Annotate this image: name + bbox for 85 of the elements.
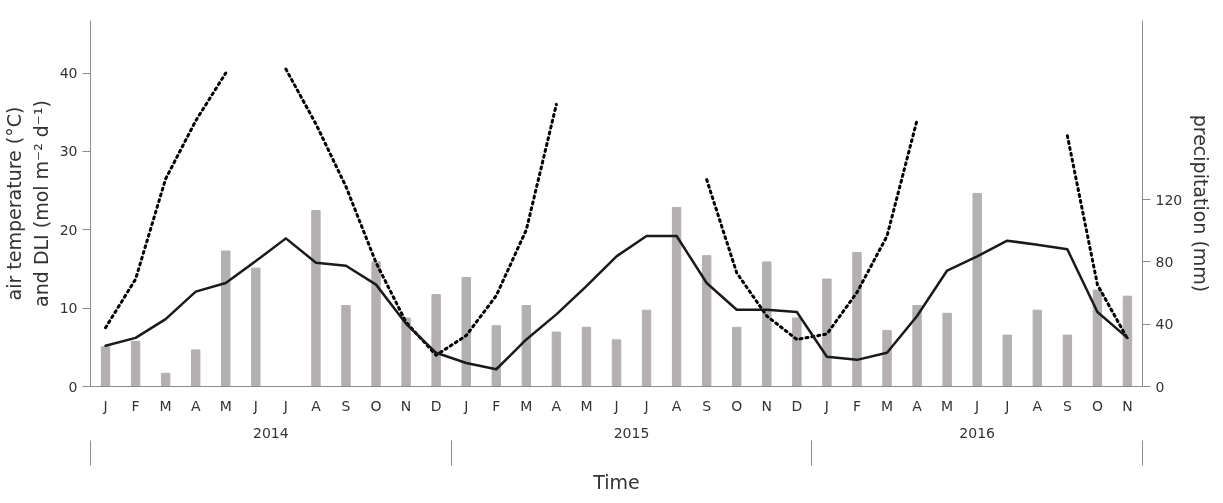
text: 2015: [613, 424, 650, 441]
x-tick-label: A: [1032, 397, 1043, 414]
bar: [1032, 309, 1043, 387]
bar: [852, 252, 862, 387]
x-tick-label: F: [131, 397, 140, 414]
x-tick-label: O: [731, 397, 743, 414]
x-tick-label: M: [159, 397, 172, 414]
x-tick-label: J: [974, 397, 980, 414]
x-tick-label: J: [102, 397, 108, 414]
bar: [611, 339, 622, 387]
y-axis-title: air temperature (°C) and DLI (mol m⁻² d⁻¹): [3, 100, 52, 307]
x-tick-label: A: [671, 397, 682, 414]
bar: [221, 250, 231, 387]
x-tick-label: A: [551, 397, 562, 414]
x-tick-label: M: [580, 397, 593, 414]
x-tick-label: F: [852, 397, 861, 414]
x-tick-label: J: [252, 397, 258, 414]
bar: [401, 317, 411, 387]
bar: [160, 372, 171, 387]
x-tick-label: J: [613, 397, 619, 414]
x-tick-label: S: [702, 397, 712, 414]
text: 2014: [253, 424, 289, 441]
x-tick-label: A: [912, 397, 923, 414]
bar: [912, 305, 922, 387]
x-tick-label: J: [1004, 397, 1010, 414]
y-tick-label: 40: [59, 65, 78, 82]
bar: [641, 309, 652, 387]
bar: [822, 278, 832, 387]
bar: [431, 294, 441, 387]
bar: [100, 346, 111, 387]
bar: [341, 305, 351, 387]
text: 2016: [959, 424, 996, 441]
bar: [130, 340, 141, 387]
x-tick-label: O: [370, 397, 382, 414]
bar: [972, 192, 982, 387]
bar: [762, 261, 772, 387]
bar: [1062, 334, 1073, 387]
x-tick-label: O: [1091, 397, 1103, 414]
bar: [1122, 295, 1133, 387]
x-tick-label: A: [311, 397, 322, 414]
bar: [732, 326, 742, 387]
y-tick-label: 10: [59, 300, 78, 317]
x-tick-label: J: [282, 397, 288, 414]
bar: [371, 261, 381, 387]
x-tick-label: S: [1062, 397, 1072, 414]
x-tick-label: N: [1122, 397, 1133, 414]
bar: [1092, 289, 1103, 387]
x-tick-label: N: [761, 397, 773, 414]
bar: [461, 276, 471, 387]
x-tick-label: J: [463, 397, 469, 414]
y-tick-label: 0: [68, 378, 78, 395]
y2-tick-label: 120: [1155, 191, 1183, 208]
bar: [701, 255, 712, 387]
y-tick-label: 30: [59, 143, 78, 160]
bar: [551, 331, 562, 387]
y2-tick-label: 0: [1155, 378, 1165, 395]
x-tick-label: M: [520, 397, 533, 414]
x-tick-label: D: [430, 397, 442, 414]
bar: [1002, 334, 1012, 387]
y2-tick-label: 40: [1155, 316, 1174, 333]
bar: [792, 317, 802, 387]
bar: [671, 206, 682, 387]
bar: [311, 210, 321, 387]
bar: [190, 349, 201, 387]
line-series: [104, 234, 1129, 371]
x-tick-label: A: [190, 397, 201, 414]
x-tick-label: M: [219, 397, 232, 414]
x-tick-label: J: [823, 397, 829, 414]
y2-tick-label: 80: [1155, 253, 1174, 270]
bar: [521, 305, 532, 387]
bar: [491, 325, 501, 387]
bar: [581, 326, 592, 387]
x-tick-label: J: [643, 397, 649, 414]
bar: [882, 329, 892, 387]
bar: [251, 267, 261, 387]
x-tick-label: S: [341, 397, 351, 414]
y2-axis-title: precipitation (mm): [1190, 114, 1213, 293]
x-tick-label: N: [400, 397, 412, 414]
x-tick-label: M: [941, 397, 954, 414]
y-tick-label: 20: [59, 221, 78, 238]
x-axis-title: Time: [592, 470, 640, 493]
x-tick-label: M: [880, 397, 894, 414]
x-tick-label: D: [791, 397, 803, 414]
x-tick-label: F: [492, 397, 501, 414]
bar: [942, 312, 952, 387]
